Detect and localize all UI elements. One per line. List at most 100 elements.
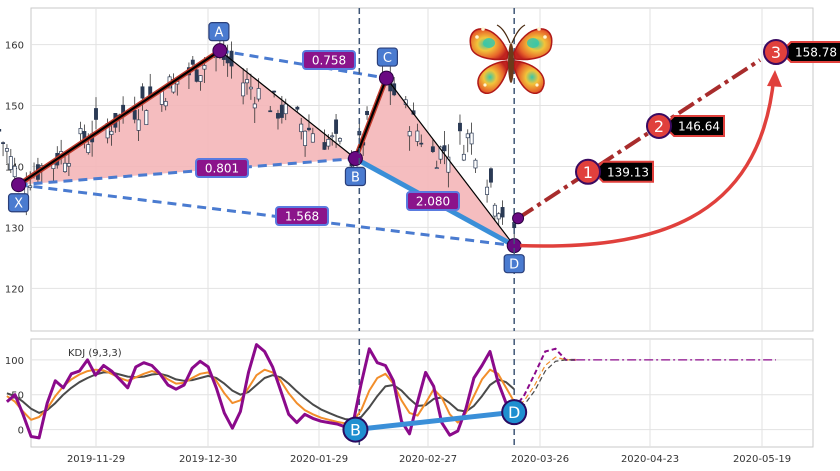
kdj-lines: [5, 343, 776, 440]
candle: [407, 126, 412, 151]
x-axis-ticks: 2019-11-29 2019-12-30 2020-01-29 2020-02-27…: [67, 454, 791, 465]
candle: [241, 68, 246, 105]
candle: [136, 109, 141, 142]
point-label-a: A: [208, 22, 230, 42]
candle: [434, 160, 439, 170]
price-y-tick-label: 130: [5, 223, 24, 234]
candle: [461, 144, 466, 162]
candle: [485, 179, 490, 203]
candle: [283, 98, 288, 121]
ratio-label-bd: 2.080: [406, 191, 460, 211]
point-labels: X A B C D: [7, 22, 525, 274]
candle: [430, 139, 435, 154]
svg-text:B: B: [350, 421, 361, 440]
target-value-box: [779, 41, 840, 64]
candle: [365, 106, 369, 120]
svg-text:2.080: 2.080: [416, 195, 450, 209]
svg-text:C: C: [383, 51, 392, 66]
ratio-label-ac: 0.758: [302, 50, 356, 70]
candle: [248, 73, 253, 100]
point-label-b: B: [344, 166, 367, 187]
svg-text:X: X: [14, 197, 23, 212]
ratio-line-xd: [18, 183, 515, 248]
candle: [163, 97, 168, 111]
kdj-bd-line: [355, 409, 515, 433]
ratio-label-xb: 0.801: [195, 158, 249, 178]
svg-text:A: A: [214, 26, 223, 41]
x-tick-label: 2020-04-23: [621, 454, 679, 465]
target-3: 158.78 3: [763, 39, 840, 66]
candle: [66, 153, 71, 177]
svg-text:0.801: 0.801: [205, 162, 239, 176]
candle: [299, 117, 304, 140]
projection-curve: [520, 75, 776, 248]
pattern-triangle-bcd: [355, 78, 515, 246]
candle: [1, 141, 6, 157]
point-label-d: D: [503, 254, 525, 274]
candle: [465, 129, 470, 153]
price-y-tick-label: 120: [5, 284, 24, 295]
target-value: 139.13: [607, 165, 649, 179]
svg-text:B: B: [351, 171, 360, 186]
target-1: 139.13 1: [575, 158, 654, 185]
candle: [252, 96, 257, 124]
x-tick-label: 2020-05-19: [733, 454, 791, 465]
candle: [307, 114, 311, 132]
target-value: 158.78: [795, 46, 837, 60]
candle: [458, 114, 462, 145]
pivot-marker-a: [212, 43, 228, 59]
x-tick-label: 2020-01-29: [290, 454, 348, 465]
kdj-y-tick-label: 0: [18, 426, 24, 437]
point-label-c: C: [376, 47, 399, 67]
candle: [198, 75, 203, 91]
candle: [322, 129, 327, 150]
candle: [295, 105, 300, 112]
price-y-tick-label: 160: [5, 41, 24, 52]
candle: [334, 114, 339, 148]
candle: [337, 137, 342, 145]
kdj-title: KDJ (9,3,3): [68, 348, 122, 359]
target-labels: 139.13 1 146.64 2 158.78 3: [575, 39, 840, 185]
kdj-point-b: B: [342, 416, 369, 443]
candle: [63, 156, 67, 174]
candle: [442, 131, 447, 165]
candle: [419, 134, 424, 148]
leg-xa: [17, 49, 222, 186]
candle: [8, 148, 13, 174]
entry-marker: [512, 212, 525, 225]
pivot-marker-x: [11, 177, 27, 193]
candle: [496, 212, 501, 226]
target-circle: [646, 112, 672, 139]
candle: [4, 144, 9, 164]
pattern-fill: [18, 50, 515, 246]
candle: [0, 128, 2, 132]
target-circle: [575, 158, 601, 185]
svg-text:0.758: 0.758: [312, 54, 346, 68]
kdj-points: BD: [342, 399, 528, 443]
candle: [415, 123, 420, 147]
candle: [492, 202, 497, 222]
candle: [144, 109, 149, 126]
target-number: 3: [771, 43, 781, 62]
pivot-marker-c: [378, 70, 394, 86]
kdj-y-tick-label: 50: [11, 391, 24, 402]
candle: [489, 167, 493, 188]
x-tick-label: 2019-12-30: [179, 454, 237, 465]
x-tick-label: 2020-03-26: [511, 454, 569, 465]
target-projection: [512, 58, 782, 248]
kdj-line-j: [5, 343, 516, 440]
leg-cd: [385, 77, 515, 247]
kdj-line-d: [6, 371, 515, 421]
target-value: 146.64: [678, 119, 720, 133]
point-label-x: X: [7, 193, 30, 213]
projection-line: [516, 58, 762, 220]
candle: [78, 121, 83, 142]
leg-bc: [354, 76, 388, 160]
candle: [330, 132, 335, 146]
projection-arrowhead: [767, 70, 782, 88]
x-tick-label: 2019-11-29: [67, 454, 125, 465]
target-circle: [763, 39, 789, 66]
ratio-label-xd: 1.568: [275, 206, 329, 226]
